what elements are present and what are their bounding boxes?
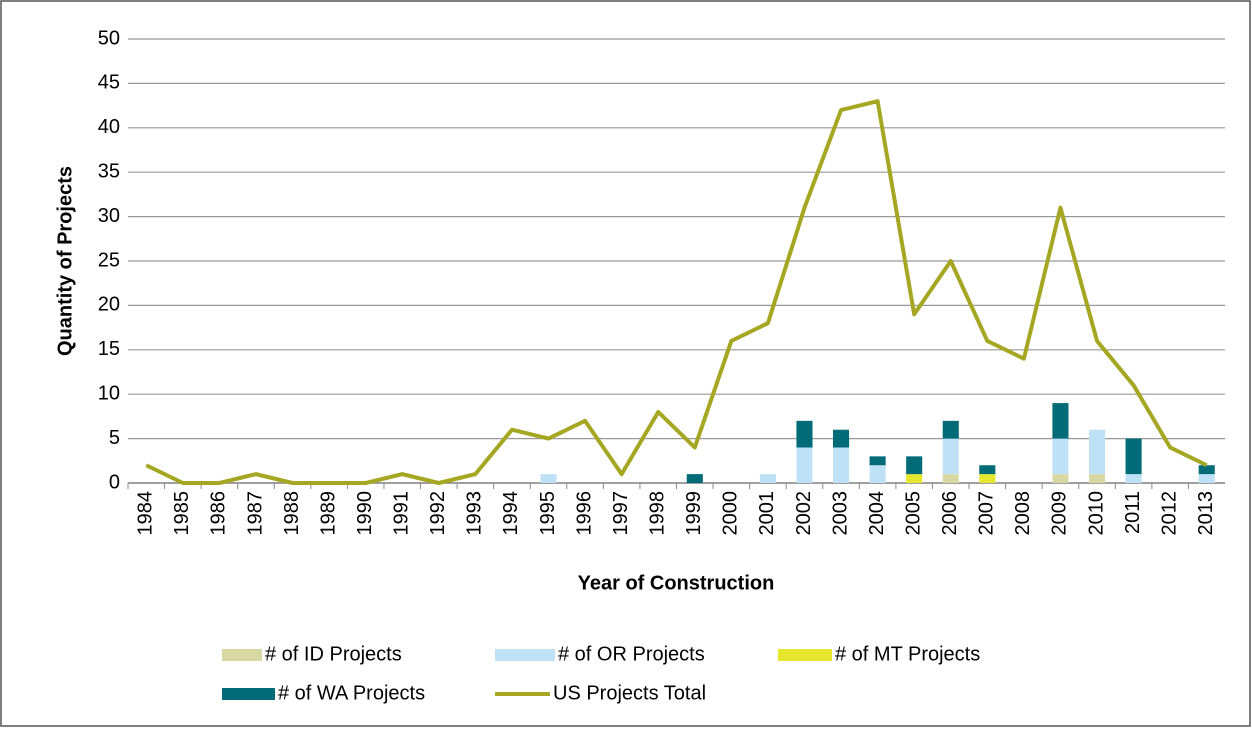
bar [1088, 474, 1106, 483]
x-tick-label: 2002 [793, 491, 815, 536]
legend-label: # of WA Projects [278, 682, 425, 704]
bar [869, 465, 886, 483]
legend-swatch [495, 649, 555, 661]
x-tick-label: 1993 [464, 491, 486, 536]
y-tick-label: 25 [98, 249, 120, 271]
bar [942, 420, 959, 439]
x-tick-label: 2010 [1085, 491, 1107, 536]
legend-label: US Projects Total [553, 682, 706, 704]
x-tick-label: 2001 [756, 491, 778, 536]
y-tick-label: 20 [98, 294, 120, 316]
x-tick-label: 1987 [244, 491, 266, 536]
x-tick-label: 2013 [1195, 491, 1217, 536]
y-axis-title: Quantity of Projects [54, 166, 76, 356]
legend-swatch [222, 649, 262, 661]
x-tick-label: 1994 [500, 491, 522, 536]
x-tick-label: 1991 [391, 491, 413, 536]
bar [540, 474, 557, 483]
x-tick-label: 2006 [939, 491, 961, 536]
x-axis-title: Year of Construction [578, 572, 775, 594]
x-tick-label: 2011 [1122, 491, 1144, 534]
x-tick-label: 1990 [354, 491, 376, 536]
bar [906, 474, 923, 483]
bar [759, 474, 776, 483]
bar [942, 438, 959, 475]
y-tick-label: 35 [98, 160, 120, 182]
y-tick-label: 10 [98, 382, 120, 404]
bar [1198, 474, 1215, 483]
x-tick-label: 2012 [1158, 491, 1180, 536]
bar [833, 447, 850, 483]
x-tick-label: 2005 [902, 491, 924, 536]
x-tick-label: 1997 [610, 491, 632, 536]
legend-label: # of MT Projects [835, 643, 980, 665]
legend-label: # of OR Projects [558, 643, 705, 665]
y-tick-label: 40 [98, 116, 120, 138]
bar [833, 429, 850, 448]
bar [979, 465, 996, 475]
x-tick-label: 1996 [573, 491, 595, 536]
bar [1088, 429, 1106, 475]
bar [1198, 465, 1215, 475]
y-tick-label: 0 [109, 471, 120, 493]
y-tick-label: 30 [98, 205, 120, 227]
bar [796, 420, 813, 448]
x-tick-label: 2004 [866, 491, 888, 536]
x-tick-label: 2007 [976, 491, 998, 536]
x-tick-label: 1986 [208, 491, 230, 536]
bar [979, 474, 996, 483]
x-tick-label: 1989 [317, 491, 339, 536]
y-tick-label: 15 [98, 338, 120, 360]
x-tick-label: 1995 [537, 491, 559, 536]
legend-swatch [778, 649, 832, 661]
x-tick-label: 1998 [646, 491, 668, 536]
bar [1052, 438, 1069, 475]
y-tick-label: 50 [98, 27, 120, 49]
bar [906, 456, 923, 475]
bar [1125, 474, 1142, 483]
line [145, 99, 1208, 485]
bar [686, 474, 703, 483]
legend-label: # of ID Projects [265, 643, 402, 665]
x-tick-label: 2003 [829, 491, 851, 536]
x-tick-label: 2000 [720, 491, 742, 536]
legend-swatch [222, 688, 275, 700]
x-tick-label: 1992 [427, 491, 449, 536]
bar [1052, 403, 1069, 439]
y-tick-label: 5 [109, 427, 120, 449]
x-tick-label: 1984 [135, 491, 157, 536]
x-tick-label: 2008 [1012, 491, 1034, 536]
x-tick-label: 2009 [1049, 491, 1071, 536]
bar [1125, 438, 1142, 475]
bar [869, 456, 886, 466]
x-tick-label: 1999 [683, 491, 705, 536]
y-tick-label: 45 [98, 72, 120, 94]
x-tick-label: 1988 [281, 491, 303, 536]
bar [796, 447, 813, 483]
bar [1052, 474, 1069, 483]
x-tick-label: 1985 [171, 491, 193, 536]
bar [942, 474, 959, 483]
